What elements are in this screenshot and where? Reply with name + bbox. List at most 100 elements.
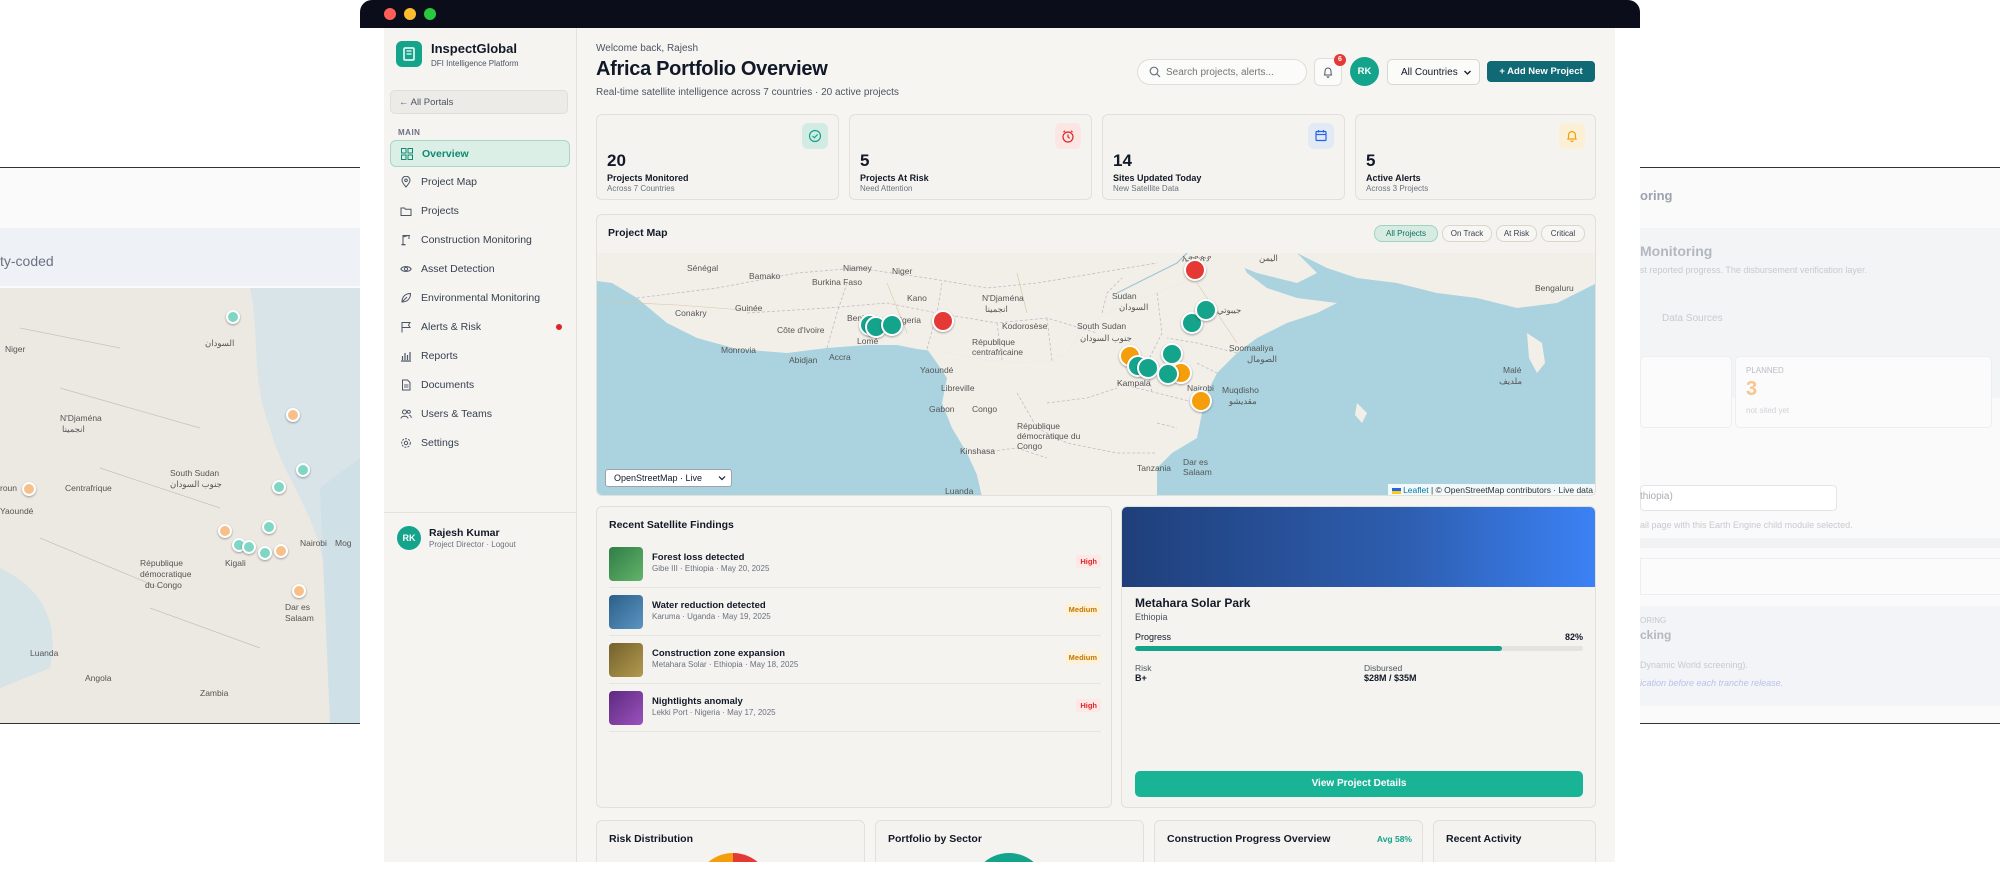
map-attribution: Leaflet | © OpenStreetMap contributors ·… xyxy=(1388,484,1595,495)
sidebar-item-construction-monitoring[interactable]: Construction Monitoring xyxy=(390,227,570,254)
stat-card-projects-at-risk[interactable]: 5 Projects At Risk Need Attention xyxy=(849,114,1092,200)
stat-value: 5 xyxy=(1366,151,1376,170)
risk-donut-chart xyxy=(695,853,771,862)
finding-item[interactable]: Forest loss detected Gibe III · Ethiopia… xyxy=(609,541,1101,588)
stat-card-sites-updated[interactable]: 14 Sites Updated Today New Satellite Dat… xyxy=(1102,114,1345,200)
map-label: Burkina Faso xyxy=(812,277,863,287)
bg-map-label: Luanda xyxy=(30,648,59,658)
finding-meta: Lekki Port · Nigeria · May 17, 2025 xyxy=(652,708,776,717)
map-marker-at-risk[interactable] xyxy=(1190,390,1212,412)
logout-link[interactable]: Logout xyxy=(491,540,516,549)
project-detail-card: Metahara Solar Park Ethiopia Progress 82… xyxy=(1121,506,1596,808)
stat-value: 20 xyxy=(607,151,626,170)
stat-value: 5 xyxy=(860,151,870,170)
map-marker-critical[interactable] xyxy=(932,310,954,332)
sidebar-item-project-map[interactable]: Project Map xyxy=(390,169,570,196)
brand-logo-icon xyxy=(396,41,422,67)
project-map[interactable]: Sénégal Bamako Burkina Faso Niamey Niger… xyxy=(597,253,1595,495)
map-label: Benin xyxy=(847,313,869,323)
bg-marker xyxy=(226,310,240,324)
average-progress-badge: Avg 58% xyxy=(1376,834,1412,844)
stat-card-projects-monitored[interactable]: 20 Projects Monitored Across 7 Countries xyxy=(596,114,839,200)
bg-marker xyxy=(218,524,232,538)
finding-thumbnail xyxy=(609,595,643,629)
filter-all-projects[interactable]: All Projects xyxy=(1374,225,1438,242)
sidebar-item-overview[interactable]: Overview xyxy=(390,140,570,167)
background-tab[interactable]: Data Sources xyxy=(1662,313,1723,324)
progress-value: 82% xyxy=(1564,632,1583,642)
sidebar-item-documents[interactable]: Documents xyxy=(390,372,570,399)
bg-map-label: Yaoundé xyxy=(0,506,34,516)
recent-findings-card: Recent Satellite Findings Forest loss de… xyxy=(596,506,1112,808)
window-minimize-button[interactable] xyxy=(404,8,416,20)
map-label: Nairobi xyxy=(1187,383,1214,393)
filter-critical[interactable]: Critical xyxy=(1541,225,1585,242)
app-window: InspectGlobal DFI Intelligence Platform … xyxy=(384,28,1615,862)
bg-map-label: Kigali xyxy=(225,558,246,568)
finding-thumbnail xyxy=(609,547,643,581)
map-label: Niamey xyxy=(843,263,872,273)
map-label: Niger xyxy=(892,266,913,276)
view-project-details-button[interactable]: View Project Details xyxy=(1135,771,1583,797)
background-card-line2: ication before each tranche release. xyxy=(1640,678,1784,688)
stat-card-active-alerts[interactable]: 5 Active Alerts Across 3 Projects xyxy=(1355,114,1596,200)
search-box[interactable] xyxy=(1137,59,1307,85)
recent-findings-title: Recent Satellite Findings xyxy=(609,519,734,531)
background-card-title: cking xyxy=(1640,628,1672,642)
map-marker-on-track[interactable] xyxy=(1157,363,1179,385)
map-label: N'Djaména xyxy=(982,293,1024,303)
sidebar-item-projects[interactable]: Projects xyxy=(390,198,570,225)
finding-thumbnail xyxy=(609,691,643,725)
window-close-button[interactable] xyxy=(384,8,396,20)
map-label: Accra xyxy=(829,352,851,362)
filter-at-risk[interactable]: At Risk xyxy=(1496,225,1537,242)
window-maximize-button[interactable] xyxy=(424,8,436,20)
finding-item[interactable]: Nightlights anomaly Lekki Port · Nigeria… xyxy=(609,685,1101,732)
map-marker-on-track[interactable] xyxy=(1137,357,1159,379)
bg-map-label: Centrafrique xyxy=(65,483,112,493)
notifications-button[interactable]: 6 xyxy=(1314,54,1346,86)
welcome-text: Welcome back, Rajesh xyxy=(596,43,699,54)
map-marker-critical[interactable] xyxy=(1184,259,1206,281)
all-portals-button[interactable]: ← All Portals xyxy=(390,90,568,114)
bg-map-label: N'Djaména xyxy=(60,413,102,423)
user-meta: Project Director · Logout xyxy=(429,540,516,549)
map-marker-on-track[interactable] xyxy=(1195,299,1217,321)
risk-distribution-card: Risk Distribution xyxy=(596,820,865,862)
bg-map-label: Mog xyxy=(335,538,352,548)
background-planned-sub: not sited yet xyxy=(1746,406,1790,415)
recent-activity-title: Recent Activity xyxy=(1446,833,1522,845)
sidebar-item-label: Alerts & Risk xyxy=(421,321,482,333)
background-card-line1: Dynamic World screening). xyxy=(1640,660,1748,670)
map-label: Soomaaliya xyxy=(1229,343,1274,353)
map-marker-on-track[interactable] xyxy=(881,314,903,336)
finding-item[interactable]: Construction zone expansion Metahara Sol… xyxy=(609,637,1101,684)
map-label: ملديف xyxy=(1499,376,1522,386)
sidebar-item-users-teams[interactable]: Users & Teams xyxy=(390,401,570,428)
search-input[interactable] xyxy=(1166,64,1296,80)
flag-icon xyxy=(401,322,411,333)
map-label: Kano xyxy=(907,293,927,303)
map-label: Sudan xyxy=(1112,291,1137,301)
sidebar-item-settings[interactable]: Settings xyxy=(390,430,570,457)
bg-marker xyxy=(296,463,310,477)
leaflet-link[interactable]: Leaflet xyxy=(1403,485,1429,495)
user-avatar[interactable]: RK xyxy=(397,526,421,550)
add-new-project-button[interactable]: + Add New Project xyxy=(1487,61,1595,82)
finding-item[interactable]: Water reduction detected Karuma · Uganda… xyxy=(609,589,1101,636)
finding-title: Construction zone expansion xyxy=(652,648,786,659)
sidebar-item-reports[interactable]: Reports xyxy=(390,343,570,370)
stat-label: Projects Monitored xyxy=(607,173,689,183)
sidebar-divider xyxy=(384,512,576,513)
sidebar-item-environmental-monitoring[interactable]: Environmental Monitoring xyxy=(390,285,570,312)
bell-icon xyxy=(1559,123,1585,149)
background-select[interactable] xyxy=(1640,485,1837,511)
stat-label: Active Alerts xyxy=(1366,173,1421,183)
map-label: Bengaluru xyxy=(1535,283,1574,293)
filter-on-track[interactable]: On Track xyxy=(1442,225,1492,242)
map-layer-select[interactable]: OpenStreetMap · Live xyxy=(605,469,732,487)
country-select[interactable]: All Countries xyxy=(1387,59,1480,85)
sidebar-item-alerts-risk[interactable]: Alerts & Risk xyxy=(390,314,570,341)
header-avatar[interactable]: RK xyxy=(1350,57,1379,86)
sidebar-item-asset-detection[interactable]: Asset Detection xyxy=(390,256,570,283)
